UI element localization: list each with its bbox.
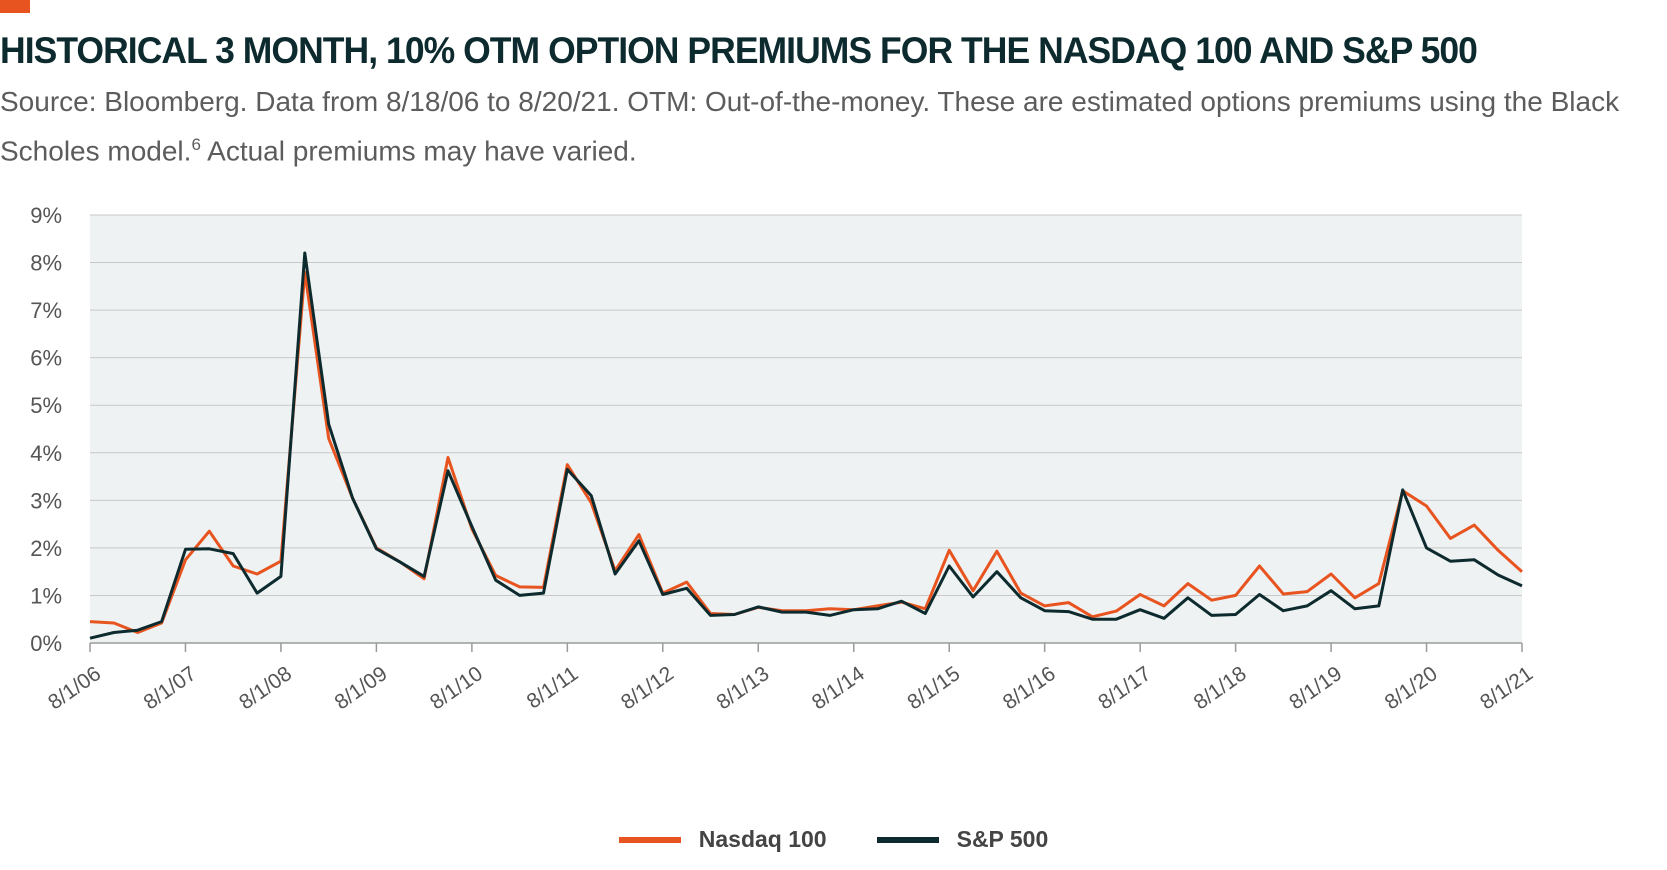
x-tick-label: 8/1/11	[523, 662, 583, 713]
chart-subtitle: Source: Bloomberg. Data from 8/18/06 to …	[0, 80, 1640, 172]
legend-label-nasdaq: Nasdaq 100	[698, 826, 827, 852]
subtitle-footnote: 6	[191, 135, 201, 154]
subtitle-text: Source: Bloomberg. Data from 8/18/06 to …	[0, 86, 1620, 167]
y-axis: 0% 1% 2% 3% 4% 5% 6% 7% 8% 9%	[30, 203, 62, 656]
y-tick-label: 7%	[30, 298, 62, 323]
x-tick-label: 8/1/18	[1190, 662, 1251, 714]
series-lines	[89, 251, 1524, 640]
x-tick-label: 8/1/15	[903, 662, 964, 714]
x-tick-label: 8/1/21	[1476, 662, 1537, 714]
y-tick-label: 3%	[30, 488, 62, 513]
line-chart: 0%1%2%3%4%5%6%7%8%9% 8/1/06 8/1/07 8/1/08 8…	[30, 203, 1537, 714]
x-tick-label: 8/1/19	[1285, 662, 1346, 714]
legend-swatch-sp500	[876, 836, 939, 843]
legend-item-sp500: S&P 500	[876, 826, 1049, 853]
subtitle-tail: Actual premiums may have varied.	[200, 135, 637, 167]
x-tick-label: 8/1/06	[44, 662, 105, 714]
y-tick-label: 9%	[30, 203, 62, 228]
y-tick-label: 1%	[30, 583, 62, 608]
x-tick-label: 8/1/16	[999, 662, 1060, 714]
y-tick-label: 4%	[30, 441, 62, 466]
legend-swatch-nasdaq	[618, 836, 681, 843]
x-tick-label: 8/1/09	[331, 662, 392, 714]
y-tick-label: 8%	[30, 251, 62, 276]
y-tick-label: 6%	[30, 346, 62, 371]
y-tick-label: 5%	[30, 393, 62, 418]
gridlines	[90, 214, 1522, 644]
x-tick-label: 8/1/13	[712, 662, 773, 714]
x-tick-label: 8/1/07	[140, 662, 201, 714]
legend-item-nasdaq: Nasdaq 100	[618, 826, 827, 853]
x-tick-label: 8/1/17	[1094, 662, 1155, 714]
x-tick-label: 8/1/14	[808, 662, 869, 715]
y-tick-label: 0%	[30, 631, 62, 656]
y-tick-label: 2%	[30, 536, 62, 561]
x-tick-label: 8/1/12	[617, 662, 678, 714]
x-axis: 8/1/06 8/1/07 8/1/08 8/1/09 8/1/10 8/1/11 8/1/…	[44, 643, 1537, 714]
x-tick-label: 8/1/08	[235, 662, 296, 714]
x-tick-label: 8/1/10	[426, 662, 487, 714]
x-tick-label: 8/1/20	[1381, 662, 1442, 714]
series-line-sp500	[89, 251, 1523, 640]
accent-bar	[0, 0, 30, 13]
legend-label-sp500: S&P 500	[956, 826, 1049, 852]
legend: Nasdaq 100 S&P 500	[0, 826, 1667, 853]
chart-title: HISTORICAL 3 MONTH, 10% OTM OPTION PREMI…	[0, 30, 1478, 71]
